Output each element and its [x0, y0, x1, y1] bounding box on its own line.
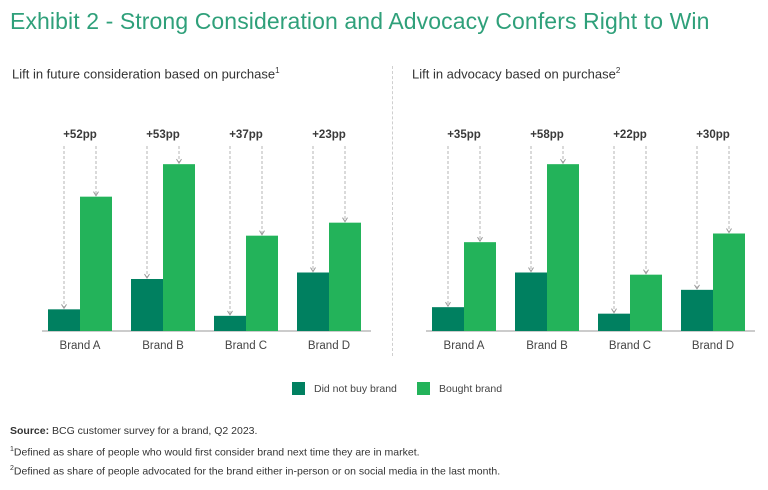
legend-swatch-bought — [417, 382, 430, 395]
bar-bought-brand-d — [713, 233, 745, 331]
chart-legend: Did not buy brand Bought brand — [0, 382, 768, 398]
category-label: Brand B — [142, 340, 184, 352]
lift-annotation: +22pp — [613, 129, 647, 141]
category-label: Brand C — [225, 340, 267, 352]
bar-bought-brand-c — [246, 235, 278, 331]
category-label: Brand D — [308, 340, 350, 352]
advocacy-chart-title: Lift in advocacy based on purchase2 — [412, 66, 620, 81]
bar-bought-brand-a — [80, 196, 112, 331]
footnote-1: 1Defined as share of people who would fi… — [10, 446, 420, 459]
consideration-chart-title-text: Lift in future consideration based on pu… — [12, 66, 276, 82]
lift-annotation: +23pp — [312, 129, 346, 141]
category-label: Brand D — [692, 340, 734, 352]
footnote-marker-2: 2 — [615, 66, 621, 75]
legend-item-did-not-buy: Did not buy brand — [292, 382, 397, 395]
annotation-arrow-icon — [259, 230, 265, 236]
legend-item-bought: Bought brand — [417, 382, 502, 395]
annotation-arrow-icon — [144, 273, 150, 279]
lift-annotation: +52pp — [63, 129, 97, 141]
footnote-1-text: Defined as share of people who would fir… — [13, 446, 420, 459]
annotation-arrow-icon — [611, 308, 617, 314]
annotation-arrow-icon — [176, 158, 182, 165]
bar-did-not-buy-brand-b — [515, 272, 547, 331]
bar-bought-brand-c — [630, 274, 662, 331]
consideration-bar-chart: +52pp Brand A +53pp Brand B +37pp Brand C +23p… — [42, 129, 371, 352]
bar-did-not-buy-brand-d — [681, 289, 713, 331]
bar-did-not-buy-brand-c — [214, 315, 246, 331]
source-note: Source: BCG customer survey for a brand,… — [10, 425, 257, 437]
bar-bought-brand-d — [329, 222, 361, 331]
bar-did-not-buy-brand-c — [598, 313, 630, 331]
source-text: BCG customer survey for a brand, Q2 2023… — [49, 425, 258, 437]
footnote-2: 2Defined as share of people advocated fo… — [10, 465, 500, 478]
legend-label-did-not-buy: Did not buy brand — [314, 382, 397, 395]
annotation-arrow-icon — [93, 191, 99, 197]
annotation-arrow-icon — [528, 267, 534, 273]
bar-bought-brand-b — [547, 164, 579, 331]
footnote-2-text: Defined as share of people advocated for… — [13, 465, 501, 478]
category-label: Brand A — [444, 340, 485, 352]
annotation-arrow-icon — [310, 267, 316, 273]
category-label: Brand B — [526, 340, 568, 352]
lift-annotation: +53pp — [146, 129, 180, 141]
consideration-chart-title: Lift in future consideration based on pu… — [12, 66, 280, 81]
bar-did-not-buy-brand-a — [432, 307, 464, 331]
annotation-arrow-icon — [694, 284, 700, 290]
footnote-2-marker: 2 — [10, 465, 14, 472]
advocacy-bar-chart: +35pp Brand A +58pp Brand B +22pp Brand C +30p… — [426, 129, 755, 352]
category-label: Brand C — [609, 340, 651, 352]
annotation-arrow-icon — [342, 217, 348, 223]
annotation-arrow-icon — [477, 236, 483, 243]
annotation-arrow-icon — [643, 269, 649, 275]
bar-bought-brand-a — [464, 242, 496, 331]
lift-annotation: +35pp — [447, 129, 481, 141]
panel-divider — [392, 66, 393, 356]
bar-did-not-buy-brand-a — [48, 309, 80, 331]
category-label: Brand A — [60, 340, 101, 352]
legend-label-bought: Bought brand — [439, 382, 503, 395]
annotation-arrow-icon — [61, 304, 67, 310]
annotation-arrow-icon — [445, 301, 451, 308]
legend-swatch-did-not-buy — [292, 382, 305, 395]
bar-did-not-buy-brand-d — [297, 272, 329, 331]
source-label: Source: — [10, 425, 50, 437]
footnote-1-marker: 1 — [10, 446, 14, 453]
bar-did-not-buy-brand-b — [131, 279, 163, 331]
lift-annotation: +37pp — [229, 129, 263, 141]
advocacy-chart-title-text: Lift in advocacy based on purchase — [412, 66, 616, 82]
annotation-arrow-icon — [227, 310, 233, 316]
lift-annotation: +30pp — [696, 129, 730, 141]
lift-annotation: +58pp — [530, 129, 564, 141]
annotation-arrow-icon — [560, 158, 566, 165]
annotation-arrow-icon — [726, 228, 732, 234]
bar-bought-brand-b — [163, 164, 195, 331]
footnote-marker-1: 1 — [275, 66, 280, 75]
exhibit-title: Exhibit 2 - Strong Consideration and Adv… — [10, 8, 710, 34]
